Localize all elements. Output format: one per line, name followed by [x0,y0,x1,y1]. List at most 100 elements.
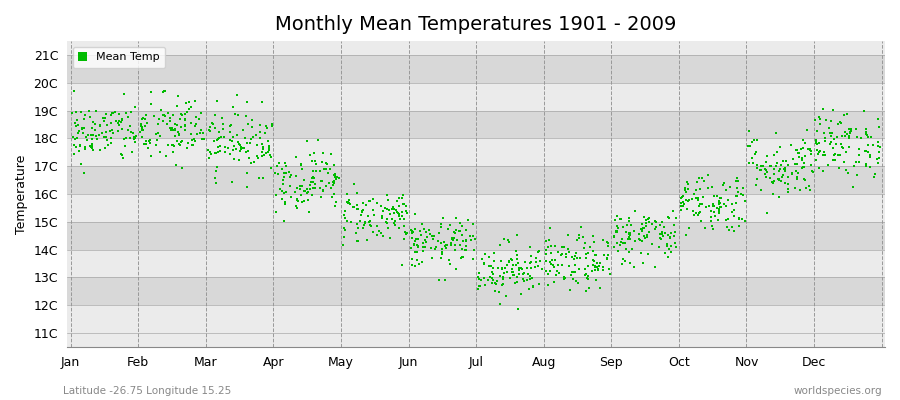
Point [211,143,225,150]
Point [778,158,793,164]
Point [788,161,802,167]
Point [222,151,237,157]
Point [449,215,464,221]
Point [514,291,528,297]
Point [259,150,274,157]
Point [609,229,624,235]
Point [540,271,554,278]
Point [273,186,287,192]
Point [693,201,707,208]
Point [781,189,796,195]
Point [279,169,293,176]
Point [349,230,364,236]
Point [210,164,224,170]
Point [405,228,419,234]
Point [616,261,630,267]
Point [831,152,845,158]
Point [497,270,511,276]
Point [562,248,576,255]
Point [357,222,372,228]
Point [816,106,831,112]
Point [588,263,602,270]
Point [562,263,577,270]
Point [243,140,257,146]
Point [613,216,627,222]
Point [760,153,775,159]
Point [272,159,286,166]
Point [135,134,149,140]
Point [587,258,601,264]
Point [632,236,646,243]
Point [558,275,572,281]
Point [533,258,547,264]
Point [208,112,222,118]
Point [652,235,667,241]
Point [622,230,636,237]
Point [680,179,694,186]
Point [133,129,148,135]
Point [135,116,149,122]
Point [497,236,511,242]
Point [486,276,500,283]
Point [338,225,352,232]
Point [669,214,683,221]
Point [806,168,820,174]
Point [337,212,351,218]
Point [350,202,365,208]
Point [753,167,768,173]
Point [195,130,210,136]
Bar [68,166,885,194]
Point [403,226,418,233]
Point [212,148,227,154]
Point [572,234,587,241]
Point [366,196,381,203]
Point [150,130,165,136]
Point [542,236,556,243]
Point [719,203,733,210]
Point [471,286,485,292]
Point [777,166,791,172]
Point [859,131,873,137]
Point [328,175,343,182]
Point [418,238,433,245]
Point [203,151,218,157]
Point [634,226,648,232]
Point [76,116,91,122]
Point [654,230,669,237]
Point [554,244,569,250]
Point [770,162,784,169]
Point [551,249,565,256]
Point [472,276,486,282]
Point [166,143,181,150]
Point [494,266,508,272]
Text: Latitude -26.75 Longitude 15.25: Latitude -26.75 Longitude 15.25 [63,386,231,396]
Point [815,168,830,174]
Point [627,228,642,234]
Point [246,134,260,140]
Point [611,248,625,254]
Point [510,306,525,312]
Point [826,157,841,164]
Point [809,138,824,144]
Point [380,220,394,227]
Point [589,252,603,258]
Point [840,131,854,138]
Point [758,171,772,177]
Point [310,137,325,143]
Point [577,245,591,252]
Point [340,190,355,197]
Point [842,130,857,136]
Point [268,192,283,198]
Point [315,178,329,184]
Point [406,228,420,235]
Point [382,211,397,217]
Point [688,210,703,216]
Point [301,196,315,203]
Point [790,150,805,156]
Point [682,225,697,231]
Point [466,221,481,227]
Point [308,158,322,164]
Point [544,250,559,256]
Point [674,202,688,209]
Point [590,260,604,266]
